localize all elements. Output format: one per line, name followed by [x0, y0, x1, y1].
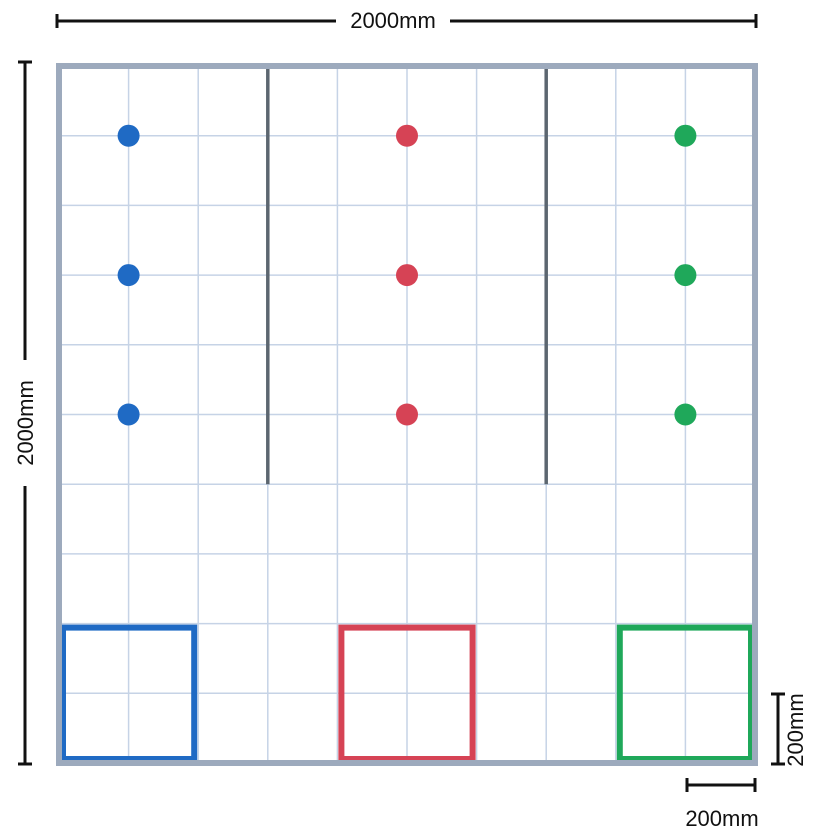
playing-field — [56, 63, 758, 766]
bottom-cell-dimension-label: 200mm — [685, 806, 758, 831]
red-dot — [396, 124, 418, 147]
green-dot — [674, 403, 697, 426]
blue-dot — [117, 124, 140, 147]
blue-goal-zone — [60, 624, 198, 762]
green-dot — [674, 264, 697, 287]
blue-dot — [117, 403, 140, 426]
walls — [266, 66, 548, 485]
right-cell-dimension: 200mm — [771, 692, 808, 767]
top-dimension-label: 2000mm — [350, 8, 436, 33]
red-dot — [396, 264, 418, 287]
goal-zones — [60, 624, 754, 762]
green-goal-zone — [616, 624, 754, 762]
left-dimension-label: 2000mm — [13, 380, 38, 466]
green-dot — [674, 124, 697, 147]
red-goal-zone — [338, 624, 476, 762]
top-dimension: 2000mm — [55, 8, 758, 33]
bottom-cell-dimension: 200mm — [685, 778, 759, 831]
red-dot — [396, 403, 418, 426]
blue-dot — [117, 264, 140, 287]
left-dimension: 2000mm — [13, 60, 38, 766]
dots — [117, 124, 697, 426]
field-border — [56, 63, 758, 766]
right-cell-dimension-label: 200mm — [783, 693, 808, 766]
